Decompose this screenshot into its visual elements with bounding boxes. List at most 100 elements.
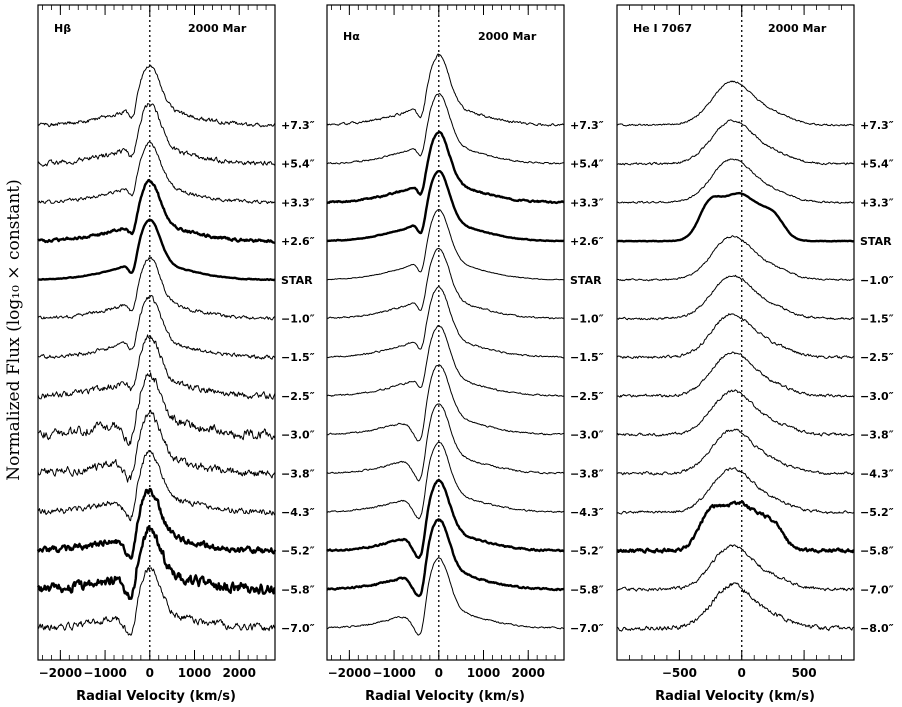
x-tick-label: 2000 bbox=[512, 666, 545, 680]
spectra bbox=[616, 80, 855, 632]
figure-ylabel: Normalized Flux (log₁₀ × constant) bbox=[4, 179, 24, 481]
offset-label: −7.0″ bbox=[281, 622, 315, 635]
plot-frame bbox=[37, 4, 276, 661]
offset-label: +2.6″ bbox=[570, 235, 604, 248]
spectrum-line bbox=[37, 334, 276, 400]
x-tick-label: 1000 bbox=[467, 666, 500, 680]
offset-label: −2.5″ bbox=[860, 351, 894, 364]
panel-halpha: Hα 2000 Mar −2000 −1000 0 1000 2000 +7.3″ +5.… bbox=[326, 4, 604, 704]
x-tick-label: 0 bbox=[738, 666, 746, 680]
x-axis: −2000 −1000 0 1000 2000 bbox=[328, 5, 565, 680]
offset-label: −2.5″ bbox=[570, 390, 604, 403]
offset-label: −4.3″ bbox=[281, 506, 315, 519]
x-axis: −2000 −1000 0 1000 2000 bbox=[39, 5, 276, 680]
offset-label: −3.8″ bbox=[860, 429, 894, 442]
spectrum-line bbox=[326, 53, 565, 127]
offset-label: −1.0″ bbox=[281, 313, 315, 326]
spectrum-line bbox=[616, 428, 855, 476]
offset-label: +7.3″ bbox=[860, 119, 894, 132]
spectrum-line bbox=[616, 351, 855, 398]
x-tick-label: −500 bbox=[662, 666, 697, 680]
spectrum-line bbox=[37, 295, 276, 360]
spectrum-line bbox=[326, 441, 565, 520]
offset-label: −5.2″ bbox=[570, 545, 604, 558]
offset-label: +5.4″ bbox=[860, 158, 894, 171]
x-tick-label: 0 bbox=[435, 666, 443, 680]
spectrum-line bbox=[616, 313, 855, 360]
offset-label: −1.5″ bbox=[860, 313, 894, 326]
spectrum-line bbox=[37, 450, 276, 522]
offset-label: −1.5″ bbox=[570, 351, 604, 364]
offset-label: −3.8″ bbox=[570, 467, 604, 480]
spectrum-line bbox=[616, 158, 855, 204]
offset-label: +7.3″ bbox=[570, 119, 604, 132]
spectrum-line bbox=[36, 487, 277, 560]
offset-label: −5.8″ bbox=[281, 583, 315, 596]
offset-label: STAR bbox=[860, 235, 892, 248]
spectrum-line bbox=[616, 80, 855, 127]
offset-label: −1.5″ bbox=[281, 351, 315, 364]
offset-label: −5.2″ bbox=[281, 545, 315, 558]
offset-label: −1.0″ bbox=[570, 313, 604, 326]
spectrum-line bbox=[36, 525, 276, 600]
offset-label: −7.0″ bbox=[860, 583, 894, 596]
offset-label: −8.0″ bbox=[860, 622, 894, 635]
offset-label: +3.3″ bbox=[281, 196, 315, 209]
spectrum-line bbox=[616, 191, 855, 243]
x-tick-label: 0 bbox=[146, 666, 154, 680]
offset-label: −2.5″ bbox=[281, 390, 315, 403]
panel-epoch: 2000 Mar bbox=[768, 22, 827, 35]
offset-label: −3.8″ bbox=[281, 467, 315, 480]
spectrum-line bbox=[37, 567, 276, 636]
plot-frame bbox=[326, 4, 565, 661]
x-tick-label: 500 bbox=[792, 666, 817, 680]
spectrum-line bbox=[37, 64, 276, 128]
spectrum-line bbox=[616, 582, 855, 632]
spectrum-line bbox=[326, 478, 565, 560]
spectra bbox=[326, 53, 565, 636]
spectrum-line bbox=[37, 218, 276, 282]
offset-label: +3.3″ bbox=[860, 196, 894, 209]
spectrum-line bbox=[616, 544, 855, 592]
plot-frame bbox=[616, 4, 855, 661]
spectrum-line bbox=[326, 518, 565, 598]
spectra bbox=[36, 64, 277, 636]
spectrum-line bbox=[326, 93, 565, 165]
spectrum-line bbox=[37, 178, 276, 245]
panel-he-i-7067: He I 7067 2000 Mar −500 0 500 +7.3″ +5.4″ +3… bbox=[616, 4, 894, 704]
spectrum-line bbox=[326, 169, 565, 243]
offset-label: STAR bbox=[281, 274, 313, 287]
offset-label: −1.0″ bbox=[860, 274, 894, 287]
x-tick-label: −1000 bbox=[372, 666, 415, 680]
offset-label: +5.4″ bbox=[570, 158, 604, 171]
x-axis-label: Radial Velocity (km/s) bbox=[76, 689, 236, 704]
spectrum-line bbox=[326, 209, 565, 281]
offset-labels: +7.3″ +5.4″ +3.3″ STAR −1.0″ −1.5″ −2.5″ −3.0″ −… bbox=[860, 119, 894, 635]
offset-label: −3.0″ bbox=[570, 429, 604, 442]
offset-labels: +7.3″ +5.4″ +3.3″ +2.6″ STAR −1.0″ −1.5″ −2.5″ −… bbox=[281, 119, 315, 635]
spectrum-line bbox=[326, 324, 565, 397]
spectrum-line bbox=[326, 247, 565, 320]
offset-label: −5.8″ bbox=[860, 545, 894, 558]
spectrum-line bbox=[326, 130, 565, 205]
spectrum-line bbox=[326, 557, 565, 636]
x-axis: −500 0 500 bbox=[616, 5, 855, 680]
spectrum-line bbox=[616, 119, 855, 166]
offset-label: −7.0″ bbox=[570, 622, 604, 635]
offset-label: STAR bbox=[570, 274, 602, 287]
offset-label: +5.4″ bbox=[281, 158, 315, 171]
spectrum-line bbox=[326, 403, 565, 482]
offset-label: −4.3″ bbox=[570, 506, 604, 519]
offset-label: −3.0″ bbox=[281, 429, 315, 442]
offset-label: −3.0″ bbox=[860, 390, 894, 403]
spectrum-line bbox=[37, 103, 276, 167]
offset-label: −5.8″ bbox=[570, 583, 604, 596]
spectrum-line bbox=[616, 235, 855, 282]
offset-labels: +7.3″ +5.4″ +3.3″ +2.6″ STAR −1.0″ −1.5″ −2.5″ −… bbox=[570, 119, 604, 635]
offset-label: +3.3″ bbox=[570, 196, 604, 209]
panel-title: Hβ bbox=[54, 22, 71, 35]
spectrum-line bbox=[616, 467, 855, 515]
panel-hbeta: Hβ 2000 Mar −2000 −1000 0 1000 2000 +7.3″ +5.… bbox=[36, 4, 315, 704]
spectrum-line bbox=[616, 274, 855, 321]
panel-epoch: 2000 Mar bbox=[188, 22, 247, 35]
